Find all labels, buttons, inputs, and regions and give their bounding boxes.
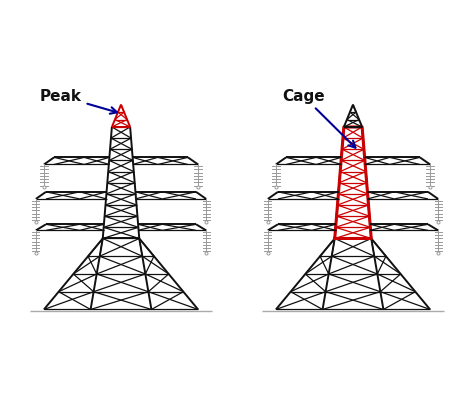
Text: Cage: Cage [282, 88, 356, 148]
Text: Peak: Peak [40, 88, 117, 114]
